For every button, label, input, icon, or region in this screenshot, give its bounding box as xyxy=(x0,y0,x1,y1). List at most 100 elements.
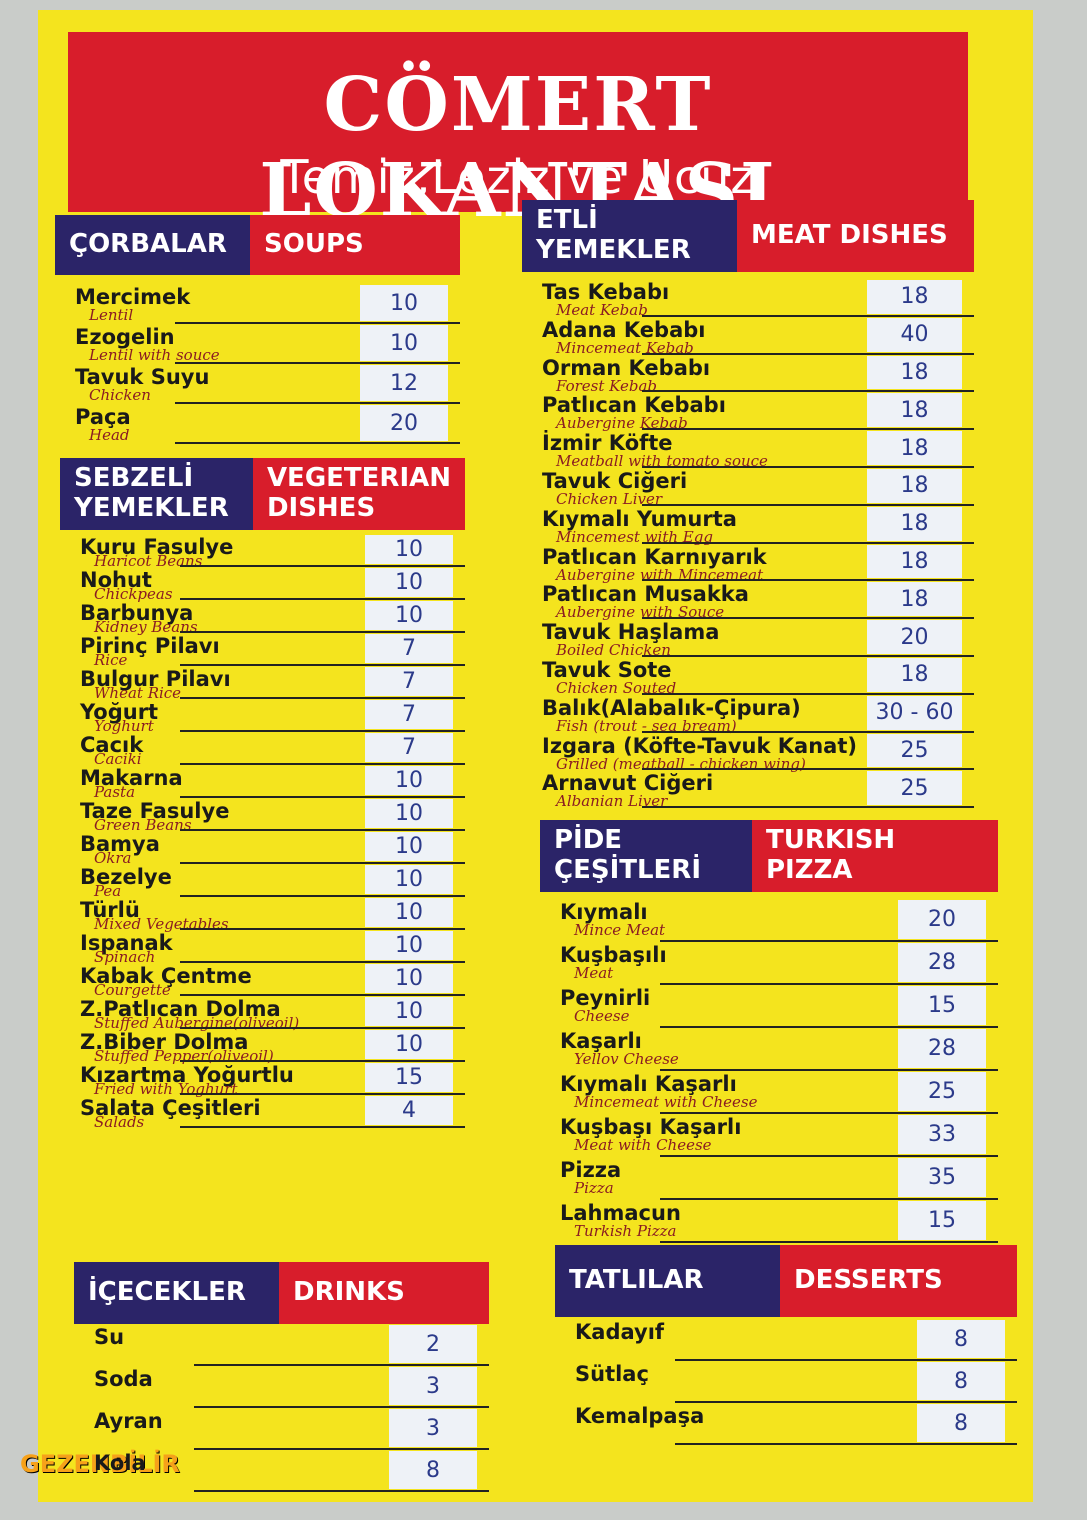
item-line xyxy=(642,692,974,695)
item-line xyxy=(642,768,974,771)
menu-item: Adana Kebabı Mincemeat Kebab 40 xyxy=(542,317,974,357)
item-name: Tavuk Sote xyxy=(542,658,672,682)
item-name: Izgara (Köfte-Tavuk Kanat) xyxy=(542,733,857,758)
item-line xyxy=(675,1443,1017,1445)
item-translation: Fish (trout - sea bream) xyxy=(556,716,737,735)
item-line xyxy=(660,983,998,985)
item-price: 20 xyxy=(867,620,962,654)
item-translation: Chicken Souted xyxy=(556,679,677,697)
item-price: 18 xyxy=(867,280,962,314)
menu-item: Lahmacun Turkish Pizza 15 xyxy=(560,1201,998,1244)
item-line xyxy=(180,1060,465,1062)
item-price: 25 xyxy=(867,733,962,768)
menu-item: Türlü Mixed Vegetables 10 xyxy=(80,898,465,933)
item-translation: Meat Kebab xyxy=(556,301,648,319)
item-name: Paça xyxy=(75,405,131,429)
item-translation: Wheat Rice xyxy=(94,684,182,702)
item-name: Nohut xyxy=(80,568,152,592)
item-line xyxy=(642,465,974,468)
item-line xyxy=(180,862,465,864)
item-line xyxy=(180,829,465,831)
item-name: Z.Patlıcan Dolma xyxy=(80,997,281,1021)
item-line xyxy=(660,1155,998,1157)
item-price: 10 xyxy=(365,865,453,894)
item-name: Kıymalı Yumurta xyxy=(542,506,737,531)
menu-item: Patlıcan Musakka Aubergine with Souce 18 xyxy=(542,582,974,621)
item-price: 7 xyxy=(365,700,453,729)
item-price: 10 xyxy=(365,1030,453,1059)
item-price: 7 xyxy=(365,733,453,762)
menu-item: Z.Biber Dolma Stuffed Pepper(oliveoil) 10 xyxy=(80,1030,465,1065)
item-price: 10 xyxy=(365,832,453,861)
item-price: 8 xyxy=(917,1404,1005,1442)
item-line xyxy=(642,806,974,809)
menu-item: Pirinç Pilavı Rice 7 xyxy=(80,634,465,669)
header-turkish: PİDE ÇEŞİTLERİ xyxy=(540,820,752,892)
item-line xyxy=(194,1448,489,1450)
item-line xyxy=(642,617,974,620)
item-price: 28 xyxy=(898,943,986,982)
item-price: 18 xyxy=(867,355,962,390)
item-translation: Caciki xyxy=(94,750,142,768)
menu-item: Kemalpaşa 8 xyxy=(575,1404,1017,1446)
item-translation: Boiled Chicken xyxy=(556,641,671,660)
menu-item: Bulgur Pilavı Wheat Rice 7 xyxy=(80,667,465,702)
menu-item: Pizza Pizza 35 xyxy=(560,1158,998,1201)
item-name: Pirinç Pilavı xyxy=(80,634,220,658)
item-name: Kuru Fasulye xyxy=(80,535,234,559)
item-name: Kemalpaşa xyxy=(575,1404,705,1428)
item-translation: Mince Meat xyxy=(574,921,666,939)
item-name: İzmir Köfte xyxy=(542,431,673,456)
header-english: DESSERTS xyxy=(780,1245,1017,1317)
item-translation: Head xyxy=(89,426,130,444)
item-translation: Rice xyxy=(94,651,128,669)
item-price: 35 xyxy=(898,1158,986,1197)
item-translation: Chickpeas xyxy=(94,585,173,603)
item-price: 10 xyxy=(365,568,453,597)
item-translation: Kidney Beans xyxy=(94,618,198,636)
item-name: Pizza xyxy=(560,1158,622,1182)
item-translation: Turkish Pizza xyxy=(574,1222,677,1240)
item-price: 25 xyxy=(867,771,962,806)
item-name: Arnavut Ciğeri xyxy=(542,771,714,796)
menu-item: Ispanak Spinach 10 xyxy=(80,931,465,966)
menu-item: Paça Head 20 xyxy=(75,405,460,445)
item-price: 15 xyxy=(898,1201,986,1240)
item-price: 8 xyxy=(389,1451,477,1489)
menu-item: Yoğurt Yoghurt 7 xyxy=(80,700,465,735)
item-line xyxy=(642,541,974,544)
subtitle: Temiz,Leziz ve Ucuz xyxy=(280,150,756,204)
item-name: Taze Fasulye xyxy=(80,799,230,823)
item-translation: Meatball with tomato souce xyxy=(556,452,768,471)
menu-item: Kızartma Yoğurtlu Fried with Yoghurt 15 xyxy=(80,1063,465,1098)
item-name: Ispanak xyxy=(80,931,173,955)
item-name: Balık(Alabalık-Çipura) xyxy=(542,695,801,720)
item-name: Lahmacun xyxy=(560,1201,681,1225)
menu-item: Salata Çeşitleri Salads 4 xyxy=(80,1096,465,1131)
item-name: Makarna xyxy=(80,766,183,790)
header-turkish: TATLILAR xyxy=(555,1245,780,1317)
item-price: 10 xyxy=(365,766,453,795)
menu-item: Kıymalı Mince Meat 20 xyxy=(560,900,998,943)
item-name: Patlıcan Musakka xyxy=(542,582,749,607)
item-name: Türlü xyxy=(80,898,140,922)
item-price: 10 xyxy=(365,601,453,630)
item-line xyxy=(642,428,974,431)
header-turkish: İÇECEKLER xyxy=(74,1262,279,1324)
item-price: 40 xyxy=(867,317,962,352)
banner: CÖMERT LOKANTASI Temiz,Leziz ve Ucuz xyxy=(68,32,968,234)
item-name: Z.Biber Dolma xyxy=(80,1030,249,1054)
item-price: 20 xyxy=(360,405,448,441)
item-name: Barbunya xyxy=(80,601,194,625)
section-header: İÇECEKLER DRINKS xyxy=(74,1262,489,1324)
item-line xyxy=(675,1359,1017,1361)
menu-item: Sütlaç 8 xyxy=(575,1362,1017,1404)
item-price: 30 - 60 xyxy=(867,695,962,730)
item-price: 4 xyxy=(365,1096,453,1125)
item-line xyxy=(660,1069,998,1071)
item-line xyxy=(180,928,465,930)
item-name: Orman Kebabı xyxy=(542,355,711,380)
header-turkish: ETLİ YEMEKLER xyxy=(522,200,737,272)
header-english: DRINKS xyxy=(279,1262,489,1324)
item-price: 12 xyxy=(360,365,448,401)
